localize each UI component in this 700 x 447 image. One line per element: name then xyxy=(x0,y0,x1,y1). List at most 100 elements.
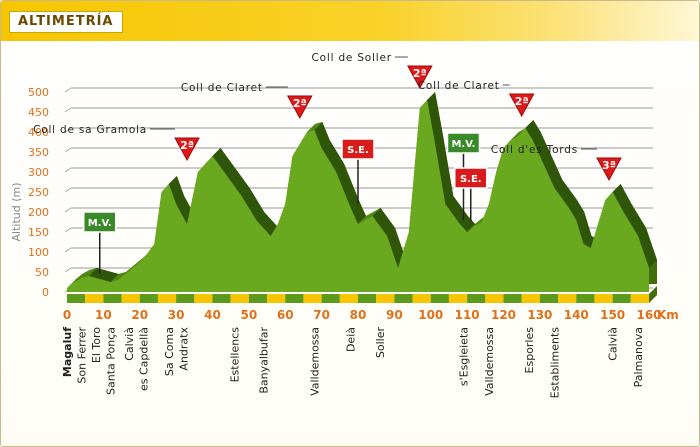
sprint-label: S.E. xyxy=(347,145,369,156)
distance-stripe xyxy=(85,294,104,303)
town-label: Establiments xyxy=(548,327,561,399)
climb-category: 2ª xyxy=(515,95,529,108)
sprint-badge xyxy=(82,211,117,233)
x-tick-label: 110 xyxy=(455,308,480,322)
x-tick-label: 10 xyxy=(95,308,112,322)
distance-stripe xyxy=(194,294,213,303)
profile-area xyxy=(67,100,649,292)
sprint-label: S.E. xyxy=(460,174,482,185)
x-unit-label: Km xyxy=(657,308,679,322)
climb-name: Coll de Claret xyxy=(181,82,263,94)
town-label: Soller xyxy=(374,327,387,359)
y-tick-label: 250 xyxy=(28,186,49,199)
profile-facet xyxy=(212,148,236,176)
altimetry-chart: Altitud (m)05010015020025030035040045050… xyxy=(10,52,679,399)
climb-name: Coll de Soller xyxy=(312,52,392,64)
distance-stripe xyxy=(176,294,195,303)
distance-stripe xyxy=(539,294,559,303)
y-tick-label: 350 xyxy=(28,146,49,159)
x-tick-label: 150 xyxy=(600,308,625,322)
distance-stripe xyxy=(303,294,322,303)
town-label: Calvià xyxy=(123,327,136,361)
profile-facet xyxy=(372,208,396,236)
distance-stripe xyxy=(376,294,395,303)
profile-facet xyxy=(241,188,265,220)
y-tick-label: 50 xyxy=(35,266,49,279)
town-label: Palmanova xyxy=(632,327,645,387)
distance-stripe xyxy=(412,294,431,303)
distance-stripe xyxy=(448,294,468,303)
distance-stripe xyxy=(467,294,486,303)
y-tick-label: 200 xyxy=(28,206,49,219)
sprint-label: M.V. xyxy=(451,139,475,150)
x-tick-label: 120 xyxy=(491,308,516,322)
y-tick-label: 500 xyxy=(28,86,49,99)
climb-marker xyxy=(286,95,313,120)
x-tick-label: 70 xyxy=(313,308,330,322)
distance-stripe xyxy=(103,294,122,303)
profile-facet xyxy=(467,218,483,232)
profile-facet xyxy=(110,272,126,282)
profile-facet xyxy=(576,212,592,244)
profile-facet xyxy=(314,122,330,148)
distance-stripe xyxy=(157,294,177,303)
profile-facet xyxy=(427,92,443,140)
distance-stripe xyxy=(485,294,504,303)
sprint-badge xyxy=(341,138,375,160)
profile-facet xyxy=(336,164,359,208)
x-tick-label: 60 xyxy=(277,308,294,322)
y-axis-title: Altitud (m) xyxy=(10,182,23,241)
distance-stripe xyxy=(212,294,231,303)
profile-facet xyxy=(125,260,141,274)
x-tick-label: 140 xyxy=(564,308,589,322)
profile-facet xyxy=(510,128,527,140)
y-tick-label: 0 xyxy=(42,286,49,299)
y-tick-label: 150 xyxy=(28,226,49,239)
distance-stripe xyxy=(230,294,249,303)
town-label: Magaluf xyxy=(61,327,74,377)
town-label: Santa Ponça xyxy=(105,327,118,395)
climb-category: 2ª xyxy=(180,139,194,152)
x-tick-label: 80 xyxy=(350,308,367,322)
y-tick-label: 450 xyxy=(28,106,49,119)
gridline-diag xyxy=(64,107,72,113)
climb-marker xyxy=(174,137,200,162)
distance-stripe xyxy=(285,294,304,303)
town-label: El Toro xyxy=(90,327,103,363)
gridline-diag xyxy=(64,167,72,173)
distance-stripe xyxy=(67,294,86,303)
climb-name: Coll d'es Tords xyxy=(491,144,578,156)
profile-facet xyxy=(96,270,112,280)
profile-facet xyxy=(358,208,381,224)
town-label: s'Esgleieta xyxy=(457,327,470,386)
distance-stripe xyxy=(121,294,140,303)
profile-facet xyxy=(117,266,134,280)
x-tick-label: 50 xyxy=(241,308,258,322)
town-label: Sa Coma xyxy=(163,327,176,376)
town-label: Deià xyxy=(345,327,358,352)
sprint-badge xyxy=(454,167,488,189)
distance-stripe xyxy=(139,294,158,303)
town-label: Andratx xyxy=(177,327,190,371)
x-tick-label: 0 xyxy=(63,308,71,322)
x-tick-label: 130 xyxy=(527,308,552,322)
x-tick-label: 20 xyxy=(131,308,148,322)
profile-facet xyxy=(67,274,83,288)
climb-marker xyxy=(406,65,433,90)
town-label: Son Ferrer xyxy=(76,327,89,384)
y-tick-label: 400 xyxy=(28,126,49,139)
climb-marker xyxy=(508,93,535,118)
profile-facet xyxy=(623,204,647,236)
town-label: Valldemossa xyxy=(308,327,321,396)
distance-stripe xyxy=(612,294,631,303)
profile-facet xyxy=(307,122,323,132)
profile-facet xyxy=(612,184,632,212)
gridline-diag xyxy=(64,267,72,273)
profile-facet xyxy=(638,228,657,268)
distance-stripe-end xyxy=(649,286,657,303)
x-tick-label: 160 xyxy=(636,308,661,322)
town-label: Calvià xyxy=(607,327,620,361)
gridline-diag xyxy=(64,127,72,133)
distance-stripe xyxy=(394,294,413,303)
